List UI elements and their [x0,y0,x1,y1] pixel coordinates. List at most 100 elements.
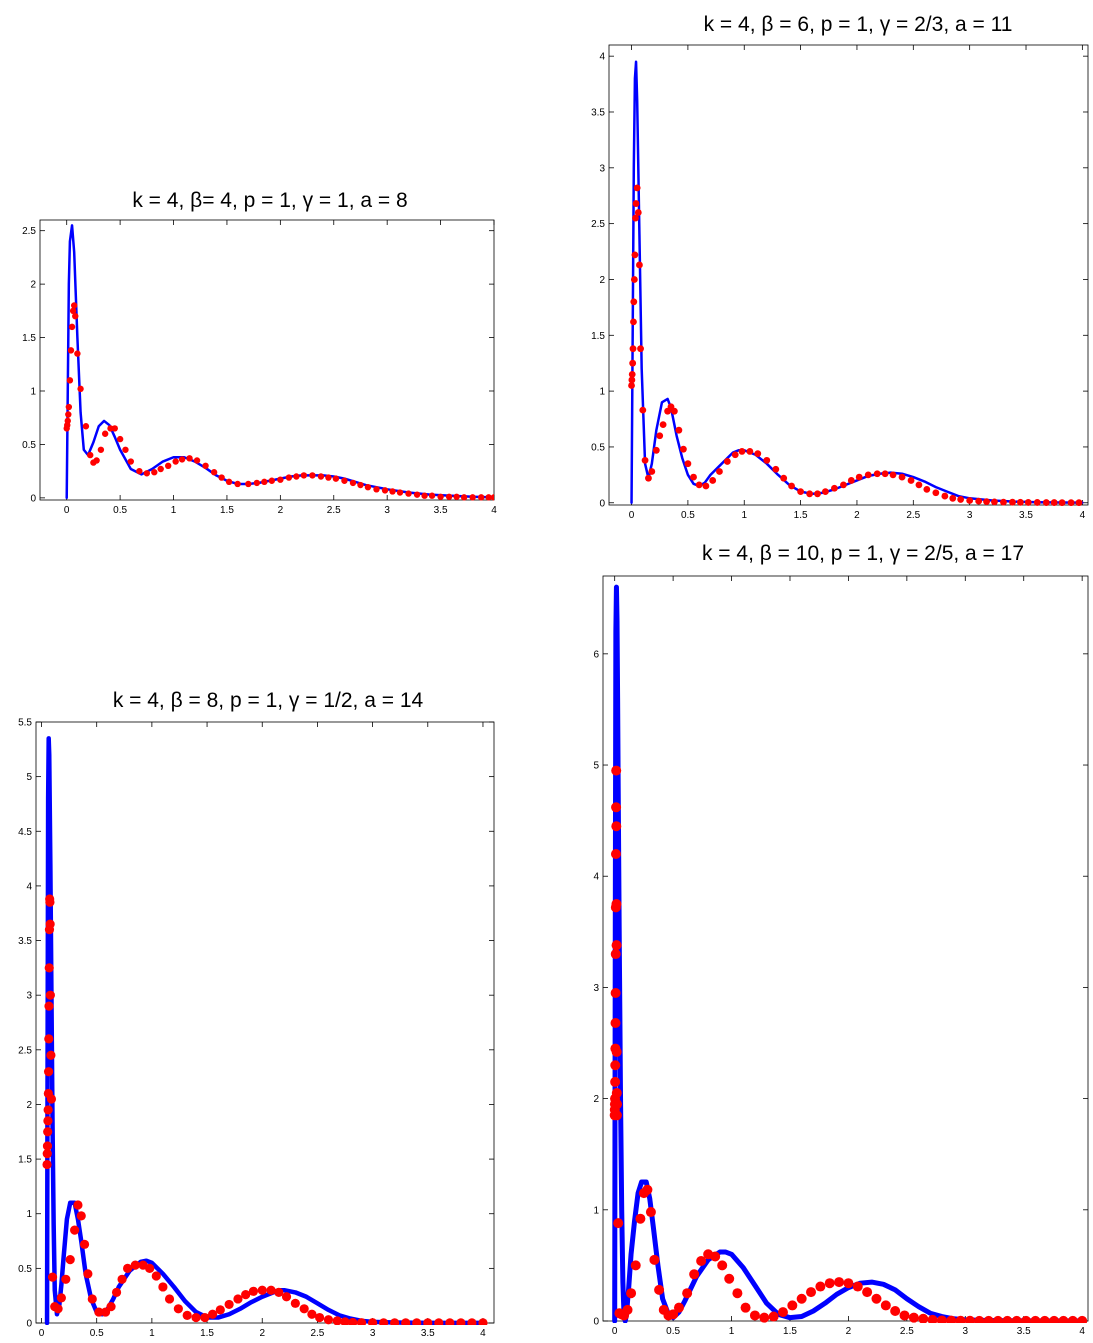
data-point [207,1309,218,1319]
data-point [456,1318,466,1325]
data-point [151,469,158,476]
x-tick-label: 2 [259,1328,265,1339]
data-point [460,494,468,501]
data-point [610,1018,621,1028]
series-line [44,736,486,1325]
data-point [94,1307,104,1317]
data-point [341,477,348,484]
data-point [193,457,201,464]
chart-svg: k = 4, β= 4, p = 1, γ = 1, a = 8 0 0.5 1 1.… [22,189,497,516]
data-point [634,209,642,216]
data-point [611,1046,622,1057]
data-point [396,489,404,496]
y-tick-label: 4.5 [18,827,32,838]
data-point [42,1159,52,1170]
y-tick-label: 4 [593,872,599,883]
x-tick-label: 1 [149,1328,155,1339]
y-tick-label: 3 [599,163,605,174]
data-point [68,323,76,331]
data-point [834,1277,845,1288]
data-point [274,1287,284,1297]
data-point [379,1318,389,1325]
plot-area [609,584,1088,1323]
x-tick-label: 1 [741,510,747,521]
data-point [101,430,109,437]
data-point [1030,1315,1041,1323]
data-point [881,470,889,478]
data-point [164,1294,175,1304]
data-point [656,432,664,440]
data-point [332,475,340,482]
data-point [82,423,90,430]
plot-area [42,736,488,1325]
x-tick-label: 0.5 [666,1326,680,1337]
data-point [890,1305,901,1316]
data-point [949,494,957,502]
data-point [477,494,485,501]
data-point [974,1315,985,1323]
x-tick-label: 3 [963,1326,969,1337]
data-point [268,477,276,484]
data-point [622,1304,633,1315]
data-point [908,1312,919,1323]
series-line [65,224,494,500]
y-tick-label: 6 [593,649,599,660]
data-point [253,479,261,487]
x-tick-label: 2 [854,510,860,521]
x-tick-label: 2 [278,505,284,516]
data-point [983,1315,994,1323]
data-point [261,478,268,486]
x-tick-label: 3 [370,1328,376,1339]
data-point [907,477,915,484]
data-point [814,490,821,498]
x-tick-label: 2.5 [327,505,341,516]
data-point [684,460,692,468]
data-point [44,1034,54,1044]
data-point [1033,499,1041,506]
data-point [127,458,134,465]
data-point [1002,1315,1013,1323]
data-point [1075,499,1083,507]
data-point [709,477,717,484]
data-point [983,498,990,506]
data-point [746,448,754,455]
data-point [469,494,476,501]
data-point [164,462,172,469]
data-point [65,411,72,418]
data-point [710,1251,721,1262]
x-tick-label: 3 [384,505,390,516]
data-point [772,465,780,473]
data-point [630,298,638,306]
data-point [673,1302,684,1313]
x-tick-label: 1 [171,505,177,516]
data-point [822,488,829,495]
data-point [1058,499,1066,507]
data-point [630,1260,641,1271]
data-point [401,1318,411,1325]
data-point [749,1310,760,1321]
data-point [453,493,460,500]
data-point [631,251,639,259]
y-tick-label: 2 [599,275,605,286]
data-point [628,382,635,389]
data-point [307,1309,317,1319]
data-point [668,1309,679,1320]
y-tick-label: 3.5 [18,936,32,947]
data-point [293,473,300,480]
data-point [611,765,622,776]
data-point [689,1269,700,1280]
chart-panel-beta-8: k = 4, β = 8, p = 1, γ = 1/2, a = 14 0 0.… [0,683,500,1339]
data-point [281,1292,292,1302]
data-point [151,1271,161,1281]
data-point [855,473,863,481]
data-point [76,1211,86,1221]
data-point [317,473,325,480]
data-point [445,493,453,500]
data-point [611,1088,622,1099]
data-point [675,426,683,434]
data-point [797,488,804,495]
data-point [932,489,940,497]
data-point [64,417,71,425]
series-line [630,60,1084,505]
data-point [1049,1315,1060,1323]
